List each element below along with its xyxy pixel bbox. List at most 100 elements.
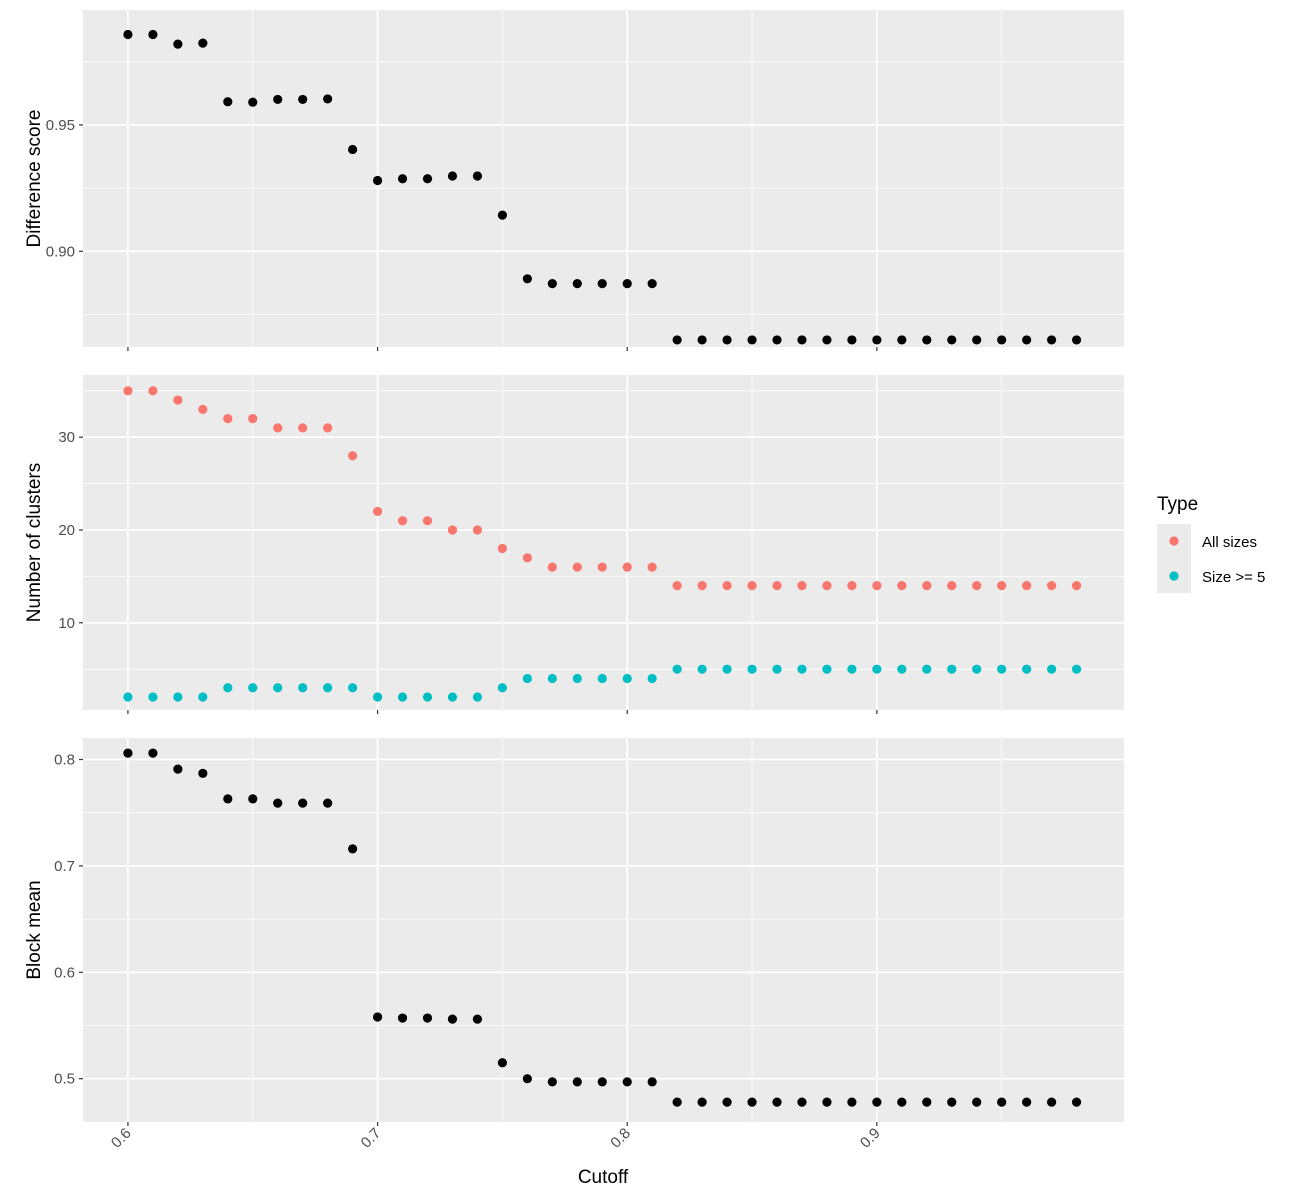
x-axis-labels: 0.6 0.7 0.8 0.9 — [108, 1125, 884, 1152]
y-axis-title: Number of clusters — [24, 463, 45, 622]
data-point — [348, 683, 358, 693]
data-point — [223, 794, 233, 804]
legend-key-background — [1157, 524, 1191, 593]
data-point — [997, 1097, 1007, 1107]
panel-background — [83, 375, 1124, 710]
data-point — [672, 335, 682, 345]
panel-background — [83, 10, 1124, 347]
data-point — [273, 423, 283, 433]
data-point — [422, 174, 433, 184]
data-point — [248, 414, 258, 424]
data-point — [947, 335, 957, 345]
data-point — [897, 335, 907, 345]
legend-label-size-5: Size >= 5 — [1202, 569, 1265, 586]
y-tick-label: 0.8 — [54, 751, 75, 768]
panel-number-of-clusters: 10 20 30 Number of clusters — [24, 375, 1124, 714]
data-point — [148, 386, 158, 396]
data-point — [647, 278, 657, 289]
data-point — [148, 692, 158, 702]
data-point — [722, 581, 732, 591]
data-point — [822, 335, 832, 345]
y-tick-label: 0.90 — [46, 243, 75, 260]
data-point — [522, 673, 532, 684]
data-point — [547, 1077, 557, 1087]
data-point — [747, 335, 757, 345]
legend: Type All sizes Size >= 5 — [1157, 494, 1265, 593]
data-point — [572, 673, 582, 684]
data-point — [847, 664, 857, 674]
data-point — [697, 664, 707, 674]
data-point — [922, 335, 932, 345]
data-point — [223, 414, 233, 424]
data-point — [1047, 581, 1057, 591]
data-point — [372, 692, 383, 702]
y-tick-label: 10 — [58, 615, 75, 632]
x-axis-title: Cutoff — [578, 1167, 629, 1188]
data-point — [797, 581, 807, 591]
data-point — [947, 581, 957, 591]
data-point — [797, 1097, 807, 1107]
data-point — [123, 29, 133, 40]
data-point — [148, 29, 158, 40]
data-point — [123, 386, 133, 396]
data-point — [697, 335, 707, 345]
data-point — [872, 664, 882, 674]
data-point — [797, 664, 807, 674]
data-point — [697, 581, 707, 591]
series-difference-score — [123, 29, 1082, 345]
data-point — [722, 1097, 732, 1107]
data-point — [422, 516, 433, 526]
data-point — [522, 274, 532, 284]
data-point — [198, 404, 208, 414]
data-point — [747, 1097, 757, 1107]
data-point — [672, 664, 682, 674]
data-point — [273, 798, 283, 808]
data-point — [1022, 664, 1032, 674]
data-point — [472, 692, 483, 702]
data-point — [497, 210, 507, 220]
data-point — [572, 1077, 582, 1087]
data-point — [298, 683, 308, 693]
data-point — [248, 97, 258, 107]
data-point — [747, 664, 757, 674]
data-point — [997, 664, 1007, 674]
data-point — [298, 94, 308, 105]
data-point — [248, 683, 258, 693]
data-point — [223, 97, 233, 107]
data-point — [647, 673, 657, 684]
data-point — [622, 673, 632, 684]
y-axis-title: Difference score — [24, 110, 45, 248]
data-point — [497, 543, 507, 554]
data-point — [447, 525, 458, 535]
data-point — [397, 1013, 408, 1023]
data-point — [597, 278, 607, 289]
data-point — [472, 525, 483, 535]
data-point — [1071, 1097, 1082, 1107]
data-point — [198, 768, 208, 778]
data-point — [772, 581, 782, 591]
legend-label-all-sizes: All sizes — [1202, 534, 1257, 551]
x-tick-label: 0.7 — [358, 1125, 385, 1152]
data-point — [372, 506, 383, 517]
data-point — [1071, 335, 1082, 345]
data-point — [323, 683, 333, 693]
data-point — [173, 395, 183, 405]
data-point — [647, 562, 657, 572]
y-tick-label: 20 — [58, 522, 75, 539]
data-point — [947, 1097, 957, 1107]
data-point — [148, 748, 158, 758]
data-point — [822, 1097, 832, 1107]
data-point — [372, 175, 383, 186]
data-point — [922, 581, 932, 591]
series-size-5 — [123, 664, 1082, 702]
data-point — [497, 683, 507, 693]
data-point — [298, 423, 308, 433]
data-point — [522, 1074, 532, 1084]
data-point — [897, 664, 907, 674]
data-point — [397, 692, 408, 702]
data-point — [522, 553, 532, 563]
data-point — [972, 664, 982, 674]
data-point — [397, 516, 408, 526]
